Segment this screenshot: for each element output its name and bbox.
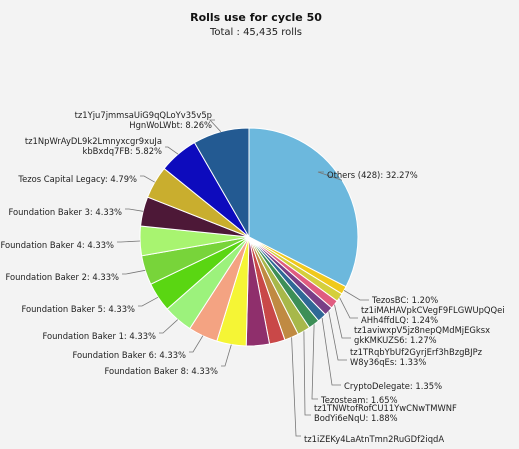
slice-label: Tezosteam: 1.65% xyxy=(320,395,398,405)
leader-line xyxy=(311,324,318,400)
leader-line xyxy=(189,335,204,353)
leader-line xyxy=(117,240,141,243)
leader-line xyxy=(291,337,301,437)
slice-label: tz1iZEKy4LaAtnTmn2RuGDf2iqdA xyxy=(304,434,444,444)
slice-label: tz1Yju7jmmsaUiG9qQLoYv35v5p xyxy=(75,110,212,120)
slice-label: TezosBC: 1.20% xyxy=(371,295,438,305)
leader-line xyxy=(221,344,232,367)
leader-line xyxy=(140,175,155,183)
leader-line xyxy=(339,297,358,319)
slice-label: tz1NpWrAyDL9k2Lmnyxcgr9xuJa xyxy=(25,136,162,146)
leader-line xyxy=(343,290,369,301)
leader-line xyxy=(138,296,159,307)
slice-label: Foundation Baker 2: 4.33% xyxy=(5,272,119,282)
slice-label: Foundation Baker 3: 4.33% xyxy=(8,207,122,217)
slice-label: tz1aviwxpV5jz8nepQMdMjEGksx xyxy=(354,325,490,335)
slice-label: tz1iMAHAVpkCVegF9FLGWUpQQei xyxy=(361,305,505,315)
chart-subtitle: Total : 45,435 rolls xyxy=(209,27,302,38)
leader-line xyxy=(321,317,341,386)
slice-label: W8y36qEs: 1.33% xyxy=(350,357,426,367)
slice-label: HgnWoLWbt: 8.26% xyxy=(129,120,212,130)
pie-slices xyxy=(139,127,359,347)
slice-label: Foundation Baker 6: 4.33% xyxy=(72,350,186,360)
slice-label: tz1TRqbYbUf2GyrjErf3hBzgBJPz xyxy=(350,347,483,357)
leader-line xyxy=(328,311,347,361)
slice-label: Foundation Baker 8: 4.33% xyxy=(104,366,218,376)
slice-label: Tezos Capital Legacy: 4.79% xyxy=(17,174,137,184)
leader-line xyxy=(334,304,351,339)
leader-line xyxy=(125,208,144,212)
slice-label: gkKMKUZS6: 1.27% xyxy=(354,335,437,345)
slice-label: kbBxdq7FB: 5.82% xyxy=(83,146,163,156)
slice-label: tz1TNWtofRofCU11YwCNwTMWNF xyxy=(314,403,457,413)
leader-line xyxy=(209,119,222,132)
label-leaders xyxy=(117,119,369,437)
pie-slice[interactable] xyxy=(193,127,250,239)
slice-label: CryptoDelegate: 1.35% xyxy=(344,381,442,391)
slice-label: BodYi6eNqU: 1.88% xyxy=(314,413,398,423)
leader-line xyxy=(165,146,179,155)
slice-label: Foundation Baker 5: 4.33% xyxy=(21,304,135,314)
leader-line xyxy=(303,331,311,416)
slice-label: AHh4ffdLQ: 1.24% xyxy=(361,315,438,325)
leader-line xyxy=(159,319,179,334)
slice-label: Foundation Baker 1: 4.33% xyxy=(42,331,156,341)
slice-label: Foundation Baker 4: 4.33% xyxy=(0,240,114,250)
chart-title: Rolls use for cycle 50 xyxy=(190,11,322,24)
slice-label: Others (428): 32.27% xyxy=(327,170,418,180)
leader-line xyxy=(317,171,343,181)
leader-line xyxy=(122,269,146,275)
slice-labels: Others (428): 32.27% TezosBC: 1.20%tz1iMA… xyxy=(0,110,504,444)
